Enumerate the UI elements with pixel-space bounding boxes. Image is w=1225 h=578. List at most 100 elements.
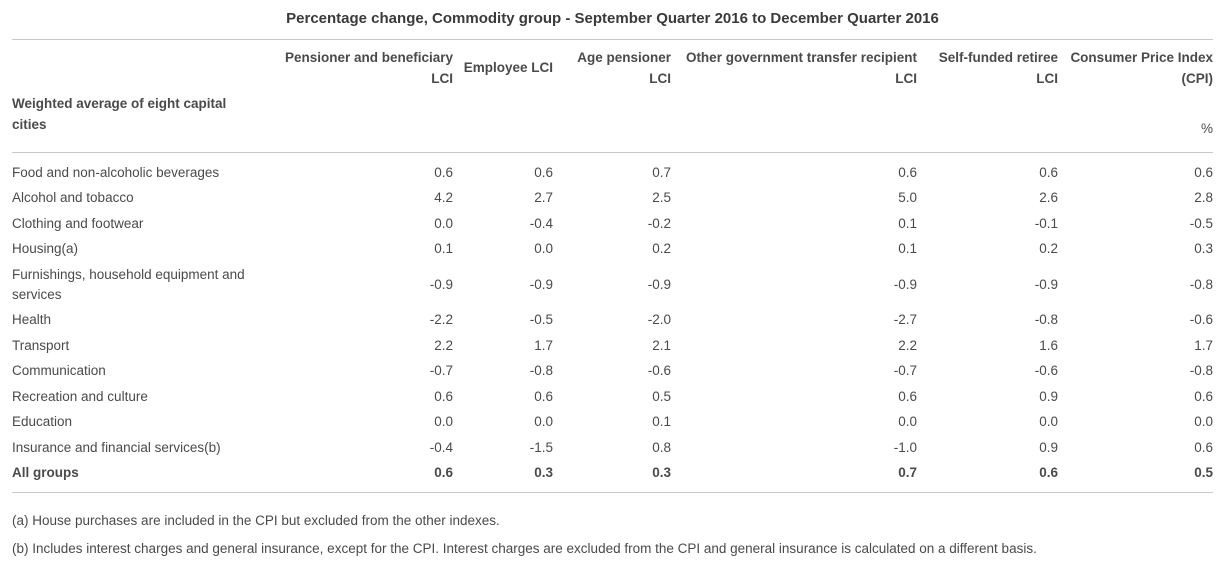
cell-value: 0.1 bbox=[434, 241, 453, 257]
row-label: Clothing and footwear bbox=[12, 215, 144, 231]
row-label: Furnishings, household equipment and ser… bbox=[12, 266, 245, 302]
table-row: Communication -0.7 -0.8 -0.6 -0.7 -0.6 -0.8 bbox=[12, 358, 1213, 384]
cell-value: -0.6 bbox=[1189, 312, 1213, 328]
cell-value: 0.3 bbox=[652, 465, 671, 481]
row-label: Recreation and culture bbox=[12, 388, 148, 404]
row-label: Housing(a) bbox=[12, 241, 79, 257]
table-row: Food and non-alcoholic beverages 0.6 0.6 0.… bbox=[12, 152, 1213, 185]
cell-value: 0.6 bbox=[434, 164, 453, 180]
cell-value: 0.7 bbox=[898, 465, 917, 481]
cell-value: 0.6 bbox=[1194, 388, 1213, 404]
cell-value: 0.6 bbox=[1039, 465, 1058, 481]
column-header-4: Other government transfer recipient LCI bbox=[685, 50, 917, 86]
cell-value: -1.5 bbox=[529, 439, 553, 455]
cell-value: 0.6 bbox=[434, 388, 453, 404]
cell-value: -0.6 bbox=[647, 363, 671, 379]
cell-value: 2.6 bbox=[1039, 190, 1058, 206]
cell-value: -0.8 bbox=[1034, 312, 1058, 328]
cell-value: -0.9 bbox=[1034, 276, 1058, 292]
table-row: Housing(a) 0.1 0.0 0.2 0.1 0.2 0.3 bbox=[12, 236, 1213, 262]
unit-label: % bbox=[1058, 89, 1213, 153]
cell-value: 2.8 bbox=[1194, 190, 1213, 206]
row-header: Weighted average of eight capital cities bbox=[12, 95, 227, 132]
cell-value: 0.6 bbox=[898, 388, 917, 404]
cell-value: 0.8 bbox=[652, 439, 671, 455]
cell-value: 0.6 bbox=[1039, 164, 1058, 180]
cell-value: -0.6 bbox=[1034, 363, 1058, 379]
column-header-3: Age pensioner LCI bbox=[577, 50, 671, 86]
cell-value: 0.6 bbox=[434, 465, 453, 481]
cell-value: 1.7 bbox=[534, 337, 553, 353]
cell-value: -0.2 bbox=[647, 215, 671, 231]
row-label: Transport bbox=[12, 337, 70, 353]
cell-value: 0.1 bbox=[898, 241, 917, 257]
cell-value: 0.6 bbox=[898, 164, 917, 180]
cell-value: 0.5 bbox=[652, 388, 671, 404]
cell-value: 5.0 bbox=[898, 190, 917, 206]
cell-value: 0.9 bbox=[1039, 388, 1058, 404]
cell-value: 0.1 bbox=[652, 414, 671, 430]
row-label: Food and non-alcoholic beverages bbox=[12, 164, 220, 180]
cell-value: -2.7 bbox=[893, 312, 917, 328]
cell-value: -0.1 bbox=[1034, 215, 1058, 231]
cell-value: 2.2 bbox=[434, 337, 453, 353]
cell-value: -0.7 bbox=[429, 363, 453, 379]
cell-value: -0.7 bbox=[893, 363, 917, 379]
cell-value: 0.3 bbox=[1194, 241, 1213, 257]
column-header-2: Employee LCI bbox=[463, 60, 553, 76]
cell-value: -0.8 bbox=[1189, 276, 1213, 292]
cell-value: -0.8 bbox=[529, 363, 553, 379]
cell-value: 0.0 bbox=[534, 414, 553, 430]
footnote-b: (b) Includes interest charges and genera… bbox=[12, 540, 1037, 556]
table-body: Food and non-alcoholic beverages 0.6 0.6 0.… bbox=[12, 152, 1213, 492]
table-row: All groups 0.6 0.3 0.3 0.7 0.6 0.5 bbox=[12, 460, 1213, 492]
cell-value: 0.1 bbox=[898, 215, 917, 231]
cell-value: 0.2 bbox=[652, 241, 671, 257]
cell-value: 2.1 bbox=[652, 337, 671, 353]
table-row: Clothing and footwear 0.0 -0.4 -0.2 0.1 -0.1 -… bbox=[12, 211, 1213, 237]
cell-value: -0.5 bbox=[529, 312, 553, 328]
cell-value: 2.5 bbox=[652, 190, 671, 206]
subheader-row: Weighted average of eight capital cities… bbox=[12, 89, 1213, 153]
cell-value: -0.9 bbox=[893, 276, 917, 292]
subheader-spacer bbox=[278, 89, 1058, 153]
cell-value: 1.7 bbox=[1194, 337, 1213, 353]
row-label: Communication bbox=[12, 363, 106, 379]
cell-value: 0.0 bbox=[534, 241, 553, 257]
cell-value: -0.9 bbox=[429, 276, 453, 292]
cell-value: 0.5 bbox=[1194, 465, 1213, 481]
row-header-cell: Weighted average of eight capital cities bbox=[12, 89, 278, 153]
column-header-row: Pensioner and beneficiary LCI Employee LC… bbox=[12, 40, 1213, 90]
footnotes: (a) House purchases are included in the … bbox=[12, 512, 1213, 559]
cell-value: -0.9 bbox=[647, 276, 671, 292]
table-row: Furnishings, household equipment and ser… bbox=[12, 262, 1213, 307]
cell-value: 0.0 bbox=[434, 215, 453, 231]
cell-value: -0.4 bbox=[429, 439, 453, 455]
table-row: Education 0.0 0.0 0.1 0.0 0.0 0.0 bbox=[12, 409, 1213, 435]
cell-value: -0.4 bbox=[529, 215, 553, 231]
page-title: Percentage change, Commodity group - Sep… bbox=[286, 10, 939, 27]
column-header-5: Self-funded retiree LCI bbox=[938, 50, 1058, 86]
column-header-1: Pensioner and beneficiary LCI bbox=[284, 50, 453, 86]
table-row: Insurance and financial services(b) -0.4 -… bbox=[12, 435, 1213, 461]
cell-value: 0.0 bbox=[898, 414, 917, 430]
cell-value: 2.7 bbox=[534, 190, 553, 206]
table-row: Health -2.2 -0.5 -2.0 -2.7 -0.8 -0.6 bbox=[12, 307, 1213, 333]
cell-value: 0.2 bbox=[1039, 241, 1058, 257]
table-row: Transport 2.2 1.7 2.1 2.2 1.6 1.7 bbox=[12, 333, 1213, 359]
cell-value: 0.0 bbox=[434, 414, 453, 430]
table-row: Recreation and culture 0.6 0.6 0.5 0.6 0.9 0.6 bbox=[12, 384, 1213, 410]
row-label: All groups bbox=[12, 465, 79, 481]
row-label: Alcohol and tobacco bbox=[12, 190, 134, 206]
row-label: Insurance and financial services(b) bbox=[12, 439, 221, 455]
cell-value: -2.2 bbox=[429, 312, 453, 328]
cell-value: 0.6 bbox=[1194, 164, 1213, 180]
column-header-6: Consumer Price Index (CPI) bbox=[1070, 50, 1213, 86]
cell-value: 0.0 bbox=[1039, 414, 1058, 430]
cell-value: -1.0 bbox=[893, 439, 917, 455]
cell-value: -0.8 bbox=[1189, 363, 1213, 379]
cell-value: 0.3 bbox=[534, 465, 553, 481]
corner-cell bbox=[12, 40, 278, 90]
row-label: Health bbox=[12, 312, 52, 328]
